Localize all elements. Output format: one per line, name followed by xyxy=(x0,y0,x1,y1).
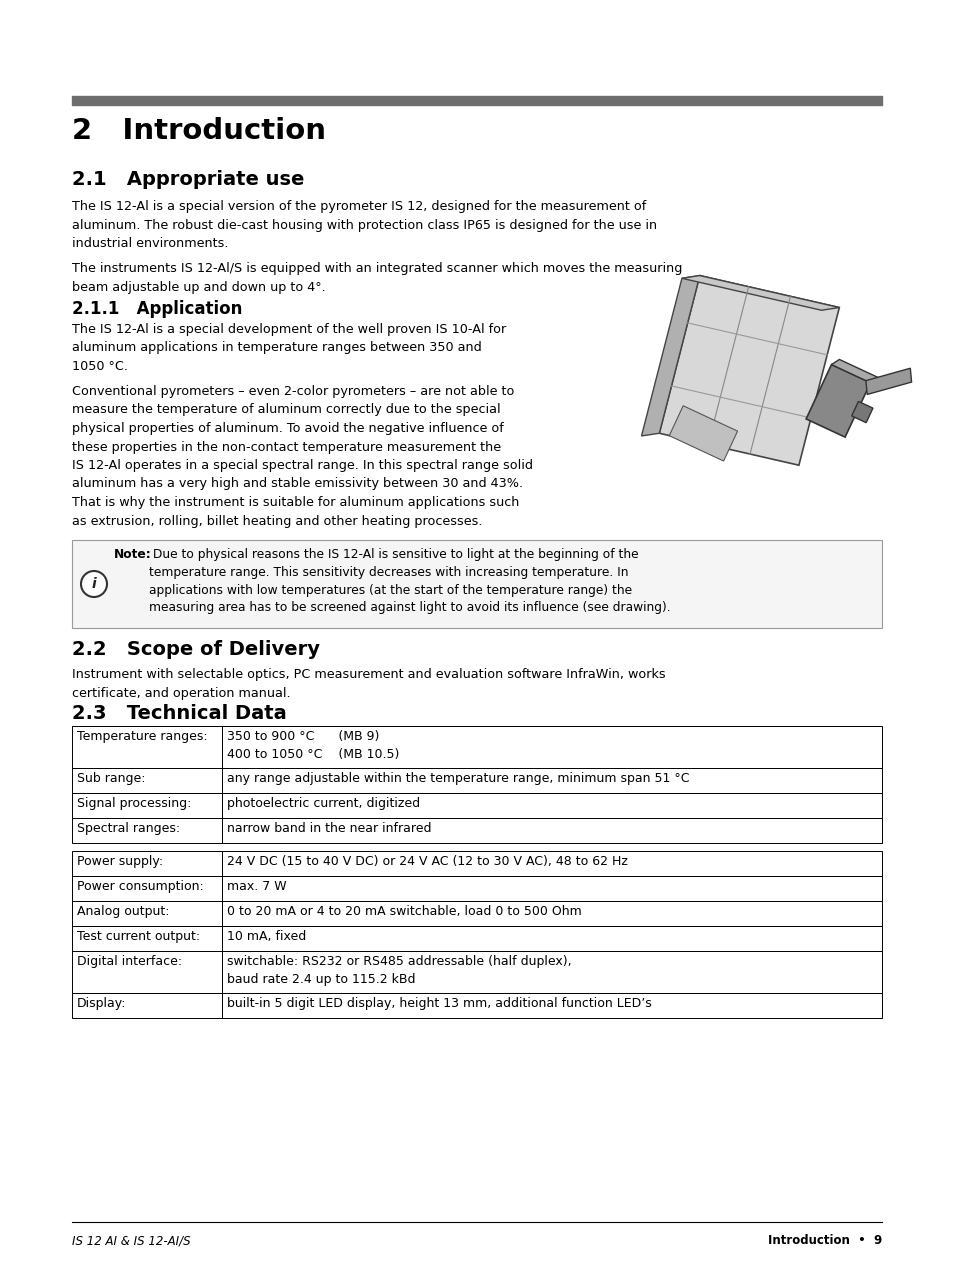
Bar xyxy=(71,926,882,951)
Text: Signal processing:: Signal processing: xyxy=(77,798,192,810)
Text: 350 to 900 °C      (MB 9)
400 to 1050 °C    (MB 10.5): 350 to 900 °C (MB 9) 400 to 1050 °C (MB … xyxy=(227,730,399,761)
Text: built-in 5 digit LED display, height 13 mm, additional function LED’s: built-in 5 digit LED display, height 13 … xyxy=(227,997,651,1010)
Bar xyxy=(71,851,882,876)
Text: Power supply:: Power supply: xyxy=(77,855,163,867)
Text: 2.1.1   Application: 2.1.1 Application xyxy=(71,300,242,318)
Bar xyxy=(71,540,882,627)
Text: narrow band in the near infrared: narrow band in the near infrared xyxy=(227,822,431,834)
Text: photoelectric current, digitized: photoelectric current, digitized xyxy=(227,798,419,810)
Polygon shape xyxy=(851,401,872,423)
Bar xyxy=(71,900,882,926)
Text: IS 12 AI & IS 12-AI/S: IS 12 AI & IS 12-AI/S xyxy=(71,1234,191,1247)
Text: Test current output:: Test current output: xyxy=(77,930,200,944)
Text: Power consumption:: Power consumption: xyxy=(77,880,204,893)
Text: Conventional pyrometers – even 2-color pyrometers – are not able to
measure the : Conventional pyrometers – even 2-color p… xyxy=(71,385,533,527)
Text: Instrument with selectable optics, PC measurement and evaluation software InfraW: Instrument with selectable optics, PC me… xyxy=(71,668,665,700)
Polygon shape xyxy=(640,276,699,436)
Text: Spectral ranges:: Spectral ranges: xyxy=(77,822,180,834)
Text: 2.1   Appropriate use: 2.1 Appropriate use xyxy=(71,170,304,189)
Text: 2.3   Technical Data: 2.3 Technical Data xyxy=(71,704,287,723)
Bar xyxy=(71,792,882,818)
Bar xyxy=(71,951,882,993)
Text: i: i xyxy=(91,577,96,591)
Polygon shape xyxy=(681,276,839,310)
Text: Sub range:: Sub range: xyxy=(77,772,146,785)
Text: Temperature ranges:: Temperature ranges: xyxy=(77,730,208,743)
Text: Note:: Note: xyxy=(113,547,152,561)
Polygon shape xyxy=(805,364,869,437)
Polygon shape xyxy=(669,405,737,461)
Text: Due to physical reasons the IS 12-Al is sensitive to light at the beginning of t: Due to physical reasons the IS 12-Al is … xyxy=(149,547,670,615)
Text: 10 mA, fixed: 10 mA, fixed xyxy=(227,930,306,944)
Polygon shape xyxy=(865,368,911,395)
Polygon shape xyxy=(659,276,839,465)
Bar xyxy=(71,993,882,1019)
Circle shape xyxy=(81,572,107,597)
Bar xyxy=(71,876,882,900)
Bar xyxy=(71,768,882,792)
Text: Display:: Display: xyxy=(77,997,127,1010)
Text: 2.2   Scope of Delivery: 2.2 Scope of Delivery xyxy=(71,640,319,659)
Text: Analog output:: Analog output: xyxy=(77,906,170,918)
Text: The IS 12-Al is a special version of the pyrometer IS 12, designed for the measu: The IS 12-Al is a special version of the… xyxy=(71,199,657,250)
Text: max. 7 W: max. 7 W xyxy=(227,880,286,893)
Text: Introduction  •  9: Introduction • 9 xyxy=(767,1234,882,1247)
Polygon shape xyxy=(831,359,878,382)
Text: Digital interface:: Digital interface: xyxy=(77,955,182,968)
Bar xyxy=(71,726,882,768)
Text: The instruments IS 12-Al/S is equipped with an integrated scanner which moves th: The instruments IS 12-Al/S is equipped w… xyxy=(71,262,681,293)
Text: The IS 12-Al is a special development of the well proven IS 10-Al for
aluminum a: The IS 12-Al is a special development of… xyxy=(71,323,506,373)
Text: 24 V DC (15 to 40 V DC) or 24 V AC (12 to 30 V AC), 48 to 62 Hz: 24 V DC (15 to 40 V DC) or 24 V AC (12 t… xyxy=(227,855,627,867)
Bar xyxy=(71,818,882,843)
Text: 2   Introduction: 2 Introduction xyxy=(71,117,326,145)
Text: any range adjustable within the temperature range, minimum span 51 °C: any range adjustable within the temperat… xyxy=(227,772,689,785)
Text: switchable: RS232 or RS485 addressable (half duplex),
baud rate 2.4 up to 115.2 : switchable: RS232 or RS485 addressable (… xyxy=(227,955,571,986)
Text: 0 to 20 mA or 4 to 20 mA switchable, load 0 to 500 Ohm: 0 to 20 mA or 4 to 20 mA switchable, loa… xyxy=(227,906,581,918)
Bar xyxy=(71,97,882,105)
